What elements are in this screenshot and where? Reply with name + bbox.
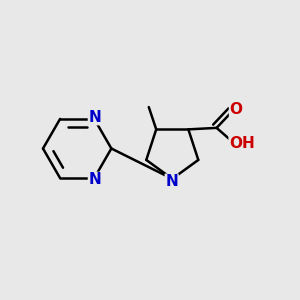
Text: N: N bbox=[88, 110, 101, 124]
Text: N: N bbox=[165, 174, 178, 189]
Text: OH: OH bbox=[229, 136, 255, 151]
Text: O: O bbox=[230, 102, 242, 117]
Text: N: N bbox=[88, 172, 101, 188]
